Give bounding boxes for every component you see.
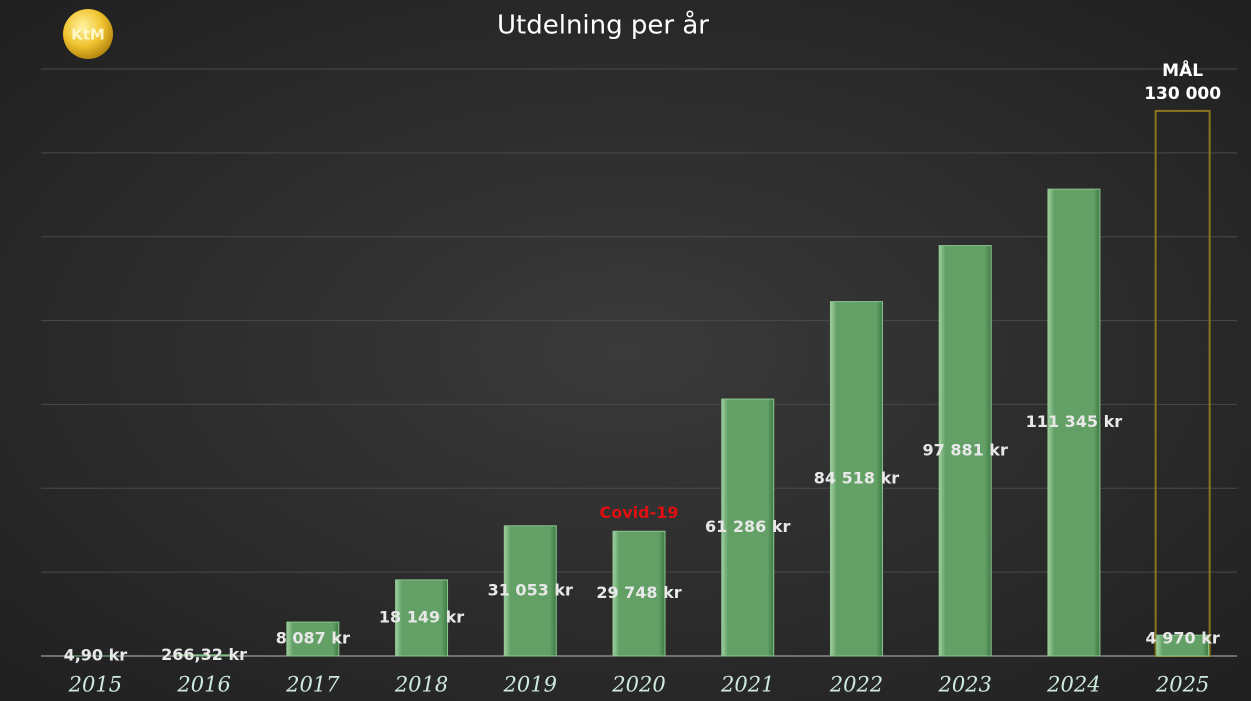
- goal-label: MÅL: [1162, 58, 1203, 81]
- x-tick-label: 2015: [68, 673, 122, 697]
- x-tick-label: 2021: [720, 673, 774, 697]
- bar: [286, 621, 340, 657]
- bar: [395, 579, 449, 657]
- value-label: 8 087 kr: [276, 629, 350, 648]
- value-label: 97 881 kr: [923, 440, 1008, 459]
- x-tick-label: 2020: [611, 673, 665, 697]
- bar: [177, 654, 231, 657]
- bar: [721, 398, 775, 657]
- x-tick-label: 2023: [937, 673, 991, 697]
- value-label: 84 518 kr: [814, 468, 899, 487]
- value-label: 111 345 kr: [1026, 412, 1123, 431]
- value-label: 29 748 kr: [596, 583, 681, 602]
- x-tick-label: 2018: [394, 673, 448, 697]
- x-tick-label: 2025: [1155, 673, 1209, 697]
- x-tick-label: 2024: [1046, 673, 1100, 697]
- chart-title: Utdelning per år: [497, 10, 709, 41]
- value-label: 31 053 kr: [488, 580, 573, 599]
- value-label: 4 970 kr: [1146, 629, 1220, 648]
- annotation: Covid-19: [599, 503, 678, 522]
- x-tick-label: 2022: [829, 673, 883, 697]
- value-label: 61 286 kr: [705, 517, 790, 536]
- value-label: 18 149 kr: [379, 607, 464, 626]
- x-tick-label: 2017: [285, 673, 340, 697]
- logo-text: KtM: [71, 26, 105, 44]
- value-label: 4,90 kr: [64, 645, 128, 664]
- x-tick-label: 2016: [176, 673, 230, 697]
- bar: [829, 301, 883, 657]
- bar: [612, 530, 666, 657]
- bar: [1047, 188, 1101, 657]
- bar: [938, 245, 992, 657]
- bar: [1156, 634, 1210, 657]
- x-tick-label: 2019: [503, 673, 557, 697]
- bar: [503, 525, 557, 657]
- logo: [63, 9, 113, 59]
- value-label: 266,32 kr: [161, 645, 247, 664]
- goal-value: 130 000: [1144, 84, 1221, 104]
